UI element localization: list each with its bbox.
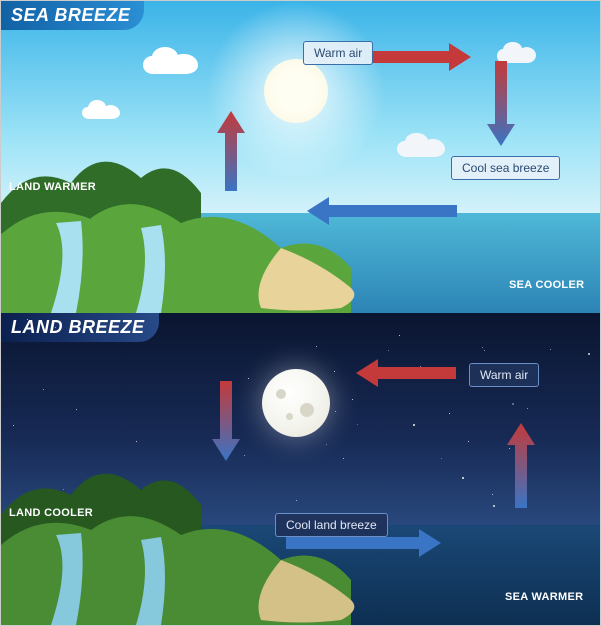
cool-breeze-label: Cool sea breeze xyxy=(451,156,560,180)
sea-breeze-panel: SEA BREEZE Warm xyxy=(1,1,600,313)
cool-breeze-label-night: Cool land breeze xyxy=(275,513,388,537)
sea-state-label-night: SEA WARMER xyxy=(505,591,583,603)
land-breeze-panel: LAND BREEZE Warm air Cool land breeze LA… xyxy=(1,313,600,625)
land-state-label-night: LAND COOLER xyxy=(9,507,93,519)
warm-air-label: Warm air xyxy=(303,41,373,65)
circulation-arrows-night xyxy=(1,313,600,625)
warm-air-label-night: Warm air xyxy=(469,363,539,387)
land-state-label: LAND WARMER xyxy=(9,181,96,193)
sea-state-label: SEA COOLER xyxy=(509,279,584,291)
